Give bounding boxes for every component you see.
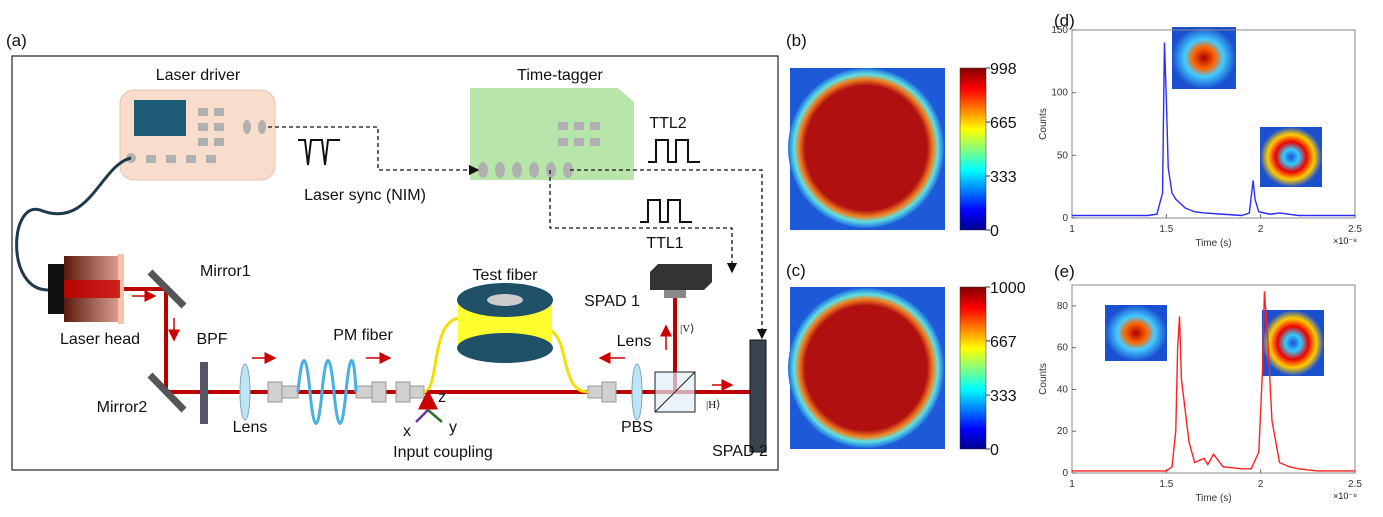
y-tick-label: 80 — [1057, 301, 1069, 312]
ttl-pulse — [648, 140, 700, 162]
y-tick-label: 0 — [1062, 468, 1068, 479]
inset-image — [1260, 127, 1322, 187]
laser-head-back — [48, 264, 66, 314]
label: Lens — [617, 333, 652, 350]
label: SPAD 1 — [584, 293, 640, 310]
colorbar-tick-label: 667 — [990, 334, 1017, 351]
panel-a: (a) Laser driver Time-tagger TTL2 Laser … — [6, 31, 778, 470]
inset-image — [1105, 305, 1167, 361]
label: Test fiber — [473, 267, 539, 284]
panel-label: (a) — [6, 31, 27, 50]
label: Time-tagger — [517, 67, 603, 84]
y-tick-label: 0 — [1062, 213, 1068, 224]
label: TTL1 — [646, 235, 683, 252]
x-tick-label: 1 — [1069, 479, 1075, 490]
y-axis-label: Counts — [1038, 108, 1049, 140]
spool-bottom — [457, 333, 553, 363]
panel-label: (e) — [1054, 262, 1075, 281]
label: Laser sync (NIM) — [304, 187, 426, 204]
panel-label: (c) — [786, 261, 806, 280]
y-tick-label: 20 — [1057, 426, 1069, 437]
spad2 — [750, 340, 766, 452]
colorbar-tick-label: 1000 — [990, 280, 1026, 297]
label: x — [403, 423, 411, 440]
ttl-pulse — [640, 200, 692, 222]
colorbar-tick-label: 0 — [990, 223, 999, 240]
x-axis-label: Time (s) — [1195, 493, 1231, 504]
label: PBS — [621, 419, 653, 436]
label: Mirror2 — [97, 399, 148, 416]
inset-image — [1172, 27, 1236, 89]
y-tick-label: 50 — [1057, 150, 1069, 161]
label: y — [449, 419, 457, 436]
x-multiplier: ×10⁻⁸ — [1333, 491, 1357, 501]
y-axis-label: Counts — [1038, 363, 1049, 395]
colorbar-tick-label: 0 — [990, 442, 999, 459]
label: SPAD 2 — [712, 443, 768, 460]
spool-hole — [487, 294, 523, 306]
label: |H⟩ — [706, 399, 720, 411]
figure: (a) Laser driver Time-tagger TTL2 Laser … — [0, 0, 1383, 512]
y-tick-label: 100 — [1051, 88, 1068, 99]
nim-pulse — [298, 140, 340, 165]
panel-label: (b) — [786, 31, 807, 50]
x-tick-label: 2 — [1258, 224, 1264, 235]
screen — [134, 100, 186, 136]
y-tick-label: 150 — [1051, 25, 1068, 36]
colorbar — [960, 287, 986, 449]
bpf — [200, 362, 208, 424]
x-tick-label: 2 — [1258, 479, 1264, 490]
colorbar-tick-label: 333 — [990, 169, 1017, 186]
label: z — [438, 389, 446, 406]
inset-image — [1262, 310, 1324, 376]
panel-b: (b) — [786, 31, 945, 230]
colorbar — [960, 68, 986, 230]
heatmap-spot — [788, 68, 944, 228]
spad1-window — [664, 290, 686, 298]
colorbar-tick-label: 333 — [990, 388, 1017, 405]
y-tick-label: 60 — [1057, 343, 1069, 354]
label: |V⟩ — [680, 323, 694, 335]
x-tick-label: 1 — [1069, 224, 1075, 235]
panel-c: (c) — [786, 261, 945, 449]
label: PM fiber — [333, 327, 393, 344]
x-tick-label: 2.5 — [1348, 224, 1362, 235]
lens — [240, 364, 250, 420]
colorbar-tick-label: 998 — [990, 61, 1017, 78]
label: Lens — [233, 419, 268, 436]
x-tick-label: 1.5 — [1159, 224, 1173, 235]
lens — [632, 364, 642, 420]
label: BPF — [196, 331, 227, 348]
x-axis-label: Time (s) — [1195, 238, 1231, 249]
x-tick-label: 1.5 — [1159, 479, 1173, 490]
x-tick-label: 2.5 — [1348, 479, 1362, 490]
y-tick-label: 40 — [1057, 384, 1069, 395]
label: Laser head — [60, 331, 140, 348]
laser-core — [64, 280, 120, 298]
heatmap-spot — [788, 288, 944, 448]
label: Input coupling — [393, 444, 493, 461]
label: Mirror1 — [200, 263, 251, 280]
label: Laser driver — [156, 67, 241, 84]
spad1 — [650, 264, 712, 290]
label: TTL2 — [649, 115, 686, 132]
colorbar-tick-label: 665 — [990, 115, 1017, 132]
x-multiplier: ×10⁻⁸ — [1333, 236, 1357, 246]
